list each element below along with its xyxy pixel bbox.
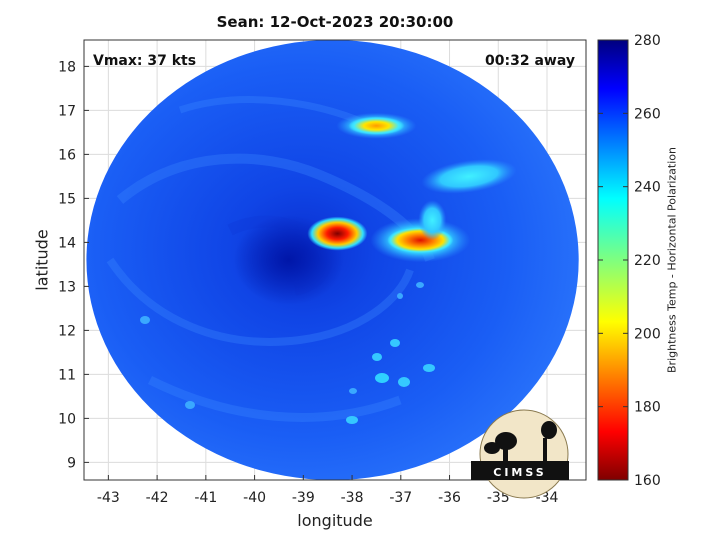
x-tick-label: -43 [97, 490, 120, 506]
colorbar-label: Brightness Temp - Horizontal Polarizatio… [665, 147, 679, 373]
y-tick-label: 12 [58, 323, 76, 339]
x-tick-label: -41 [194, 490, 217, 506]
cimss-logo: CIMSS [471, 409, 569, 499]
y-tick-label: 18 [58, 59, 76, 75]
convection-north [348, 116, 405, 135]
cold-cloud-core-1 [307, 216, 368, 251]
x-axis-label: longitude [297, 511, 373, 530]
chart-title: Sean: 12-Oct-2023 20:30:00 [216, 13, 454, 31]
colorbar-tick-label: 160 [634, 473, 661, 489]
y-axis-ticks: 9 10 11 12 13 14 15 16 17 18 [58, 59, 89, 471]
y-tick-label: 11 [58, 367, 76, 383]
y-tick-label: 9 [67, 455, 76, 471]
colorbar-tick-label: 200 [634, 326, 661, 342]
colorbar-ticks: 160 180 200 220 240 260 280 [598, 33, 661, 489]
colorbar-tick-label: 240 [634, 180, 661, 196]
x-tick-label: -36 [438, 490, 461, 506]
x-tick-label: -37 [389, 490, 412, 506]
colorbar-tick-label: 260 [634, 106, 661, 122]
x-tick-label: -42 [146, 490, 169, 506]
y-tick-label: 15 [58, 191, 76, 207]
y-tick-label: 13 [58, 279, 76, 295]
y-tick-label: 10 [58, 411, 76, 427]
feature-layer [233, 112, 517, 305]
vmax-label: Vmax: 37 kts [93, 53, 197, 69]
cimss-logo-text: CIMSS [493, 466, 546, 479]
x-tick-label: -40 [243, 490, 266, 506]
warm-band-ne [421, 159, 517, 194]
satellite-swath [86, 40, 579, 480]
y-tick-label: 14 [58, 235, 76, 251]
x-tick-label: -39 [292, 490, 315, 506]
axes-frame [83, 39, 587, 481]
x-tick-label: -38 [341, 490, 364, 506]
convective-cells [140, 282, 435, 424]
y-axis-label: latitude [32, 229, 52, 291]
colorbar-tick-label: 180 [634, 400, 661, 416]
y-tick-label: 16 [58, 147, 76, 163]
colorbar-tick-label: 220 [634, 253, 661, 269]
colorbar-tick-label: 280 [634, 33, 661, 49]
time-away-label: 00:32 away [485, 53, 575, 69]
y-tick-label: 17 [58, 103, 76, 119]
cold-cloud-core-2-lobe [418, 200, 447, 241]
x-tick-label: -35 [487, 490, 510, 506]
